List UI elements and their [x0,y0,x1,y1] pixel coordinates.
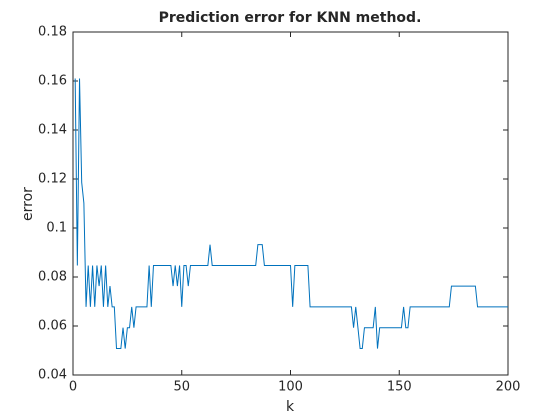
data-line [74,78,508,350]
y-tick-label: 0.16 [38,74,67,89]
x-tick-label: 150 [387,380,412,395]
plot-area [72,31,509,376]
chart-title: Prediction error for KNN method. [159,10,422,26]
x-axis-label: k [286,399,295,415]
x-tick-label: 100 [278,380,303,395]
y-axis-label: error [20,187,36,221]
y-tick-label: 0.04 [38,368,67,383]
y-tick-label: 0.1 [46,221,67,236]
x-tick-label: 200 [496,380,521,395]
y-tick-label: 0.18 [38,25,67,40]
y-tick-label: 0.06 [38,319,67,334]
x-tick-label: 50 [173,380,190,395]
y-tick-label: 0.08 [38,270,67,285]
y-tick-label: 0.14 [38,123,67,138]
y-tick-label: 0.12 [38,172,67,187]
x-tick-label: 0 [69,380,77,395]
